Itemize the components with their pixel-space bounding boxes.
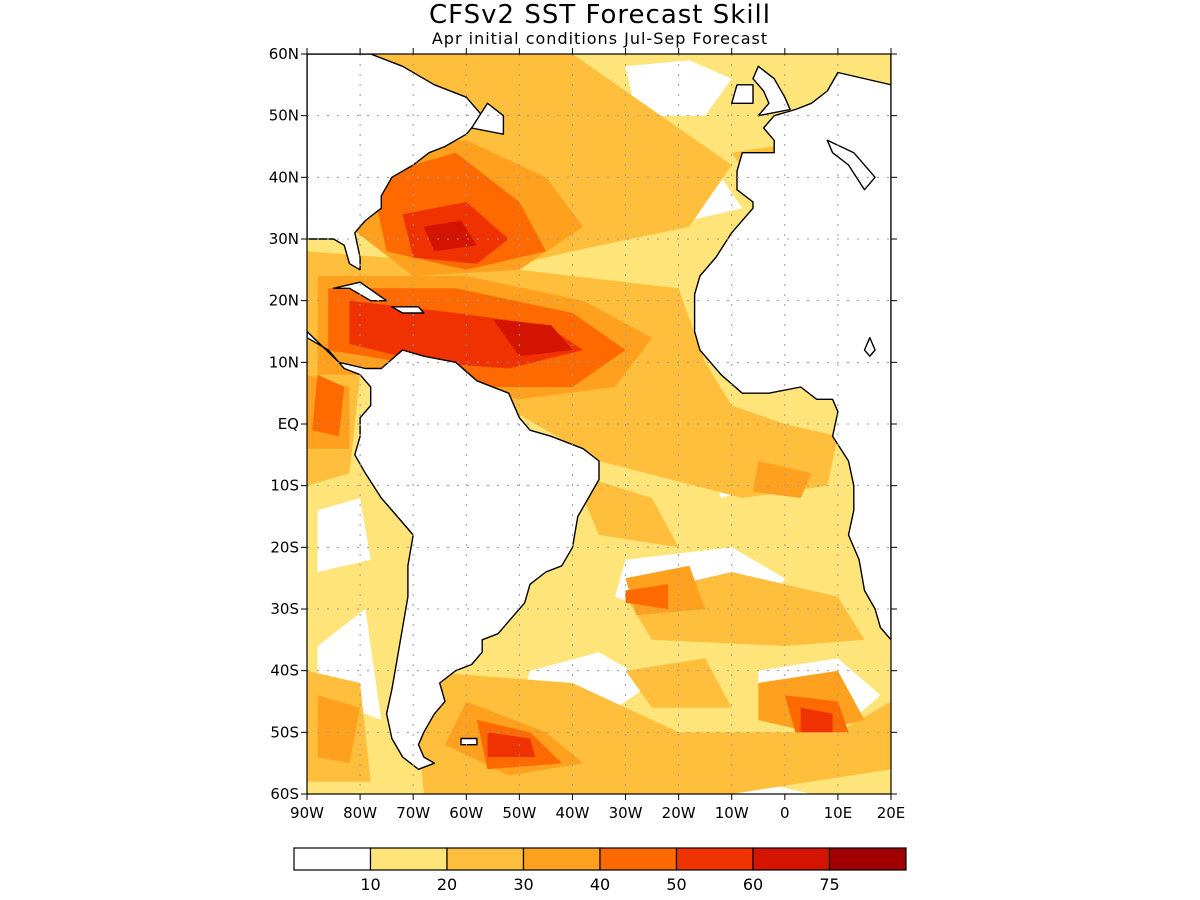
lon-label: 20E: [877, 804, 906, 822]
skill-region-60-75: [492, 319, 573, 357]
colorbar-swatch: [522, 847, 601, 871]
lon-label: 10W: [715, 804, 749, 822]
lon-label: 60W: [449, 804, 483, 822]
lon-label: 20W: [662, 804, 696, 822]
lat-label: 50S: [270, 723, 299, 741]
falkland-islands: [460, 737, 478, 746]
skill-region-20-30: [572, 473, 679, 548]
lon-label: 50W: [502, 804, 536, 822]
low-skill-region: [317, 498, 371, 572]
lon-label: 40W: [555, 804, 589, 822]
skill-region-30-40: [317, 695, 361, 764]
lon-label: 0: [780, 804, 790, 822]
colorbar-swatch: [828, 847, 907, 871]
lat-label: 40S: [270, 662, 299, 680]
longitude-labels: 90W 80W 70W 60W 50W 40W 30W 20W 10W 0 10E 20E: [290, 48, 905, 822]
latitude-labels: 60N 50N 40N 30N 20N 10N EQ 10S 20S 30S 40S 50S 60S: [269, 45, 897, 803]
land-masses: [307, 54, 891, 770]
hispaniola: [391, 306, 425, 314]
skill-region-50-60: [487, 732, 536, 757]
lon-label: 90W: [290, 804, 324, 822]
lon-label: 80W: [343, 804, 377, 822]
colorbar-swatch: [369, 847, 448, 871]
ireland: [731, 84, 754, 105]
lat-label: 50N: [269, 107, 299, 125]
colorbar-label: 40: [590, 875, 610, 894]
lake-chad: [863, 337, 876, 357]
chart-subtitle: Apr initial conditions Jul-Sep Forecast: [431, 29, 769, 48]
colorbar-label: 50: [666, 875, 686, 894]
lon-label: 10E: [824, 804, 853, 822]
colorbar-swatch: [752, 847, 831, 871]
colorbar-label: 60: [743, 875, 763, 894]
newfoundland: [470, 102, 505, 135]
lat-label: 30N: [269, 230, 299, 248]
lat-label: 20N: [269, 292, 299, 310]
great-britain: [752, 65, 791, 117]
colorbar-label: 20: [437, 875, 457, 894]
lat-label: 60S: [270, 785, 299, 803]
skill-region-50-60: [800, 707, 833, 733]
lat-label: 10S: [270, 477, 299, 495]
colorbar-label: 75: [819, 875, 839, 894]
colorbar-swatch: [293, 847, 372, 871]
skill-region-40-50: [312, 374, 345, 437]
low-skill-region: [625, 60, 732, 116]
skill-region-20-30: [625, 658, 732, 708]
lon-label: 30W: [609, 804, 643, 822]
south-america: [307, 330, 600, 770]
colorbar-swatch: [446, 847, 525, 871]
north-america: [307, 54, 483, 271]
colorbar: 10 20 30 40 50 60 75: [293, 847, 907, 894]
colorbar-swatch: [599, 847, 678, 871]
africa-europe: [693, 54, 891, 641]
lat-label: 20S: [270, 538, 299, 556]
lat-label: 30S: [270, 600, 299, 618]
colorbar-label: 10: [360, 875, 380, 894]
italy: [826, 139, 876, 191]
grid-lines: [307, 54, 891, 794]
skill-region-60-75: [423, 220, 477, 252]
lat-label: 60N: [269, 45, 299, 63]
lon-label: 70W: [396, 804, 430, 822]
lat-label: EQ: [278, 415, 299, 433]
colorbar-swatch: [675, 847, 754, 871]
chart-title: CFSv2 SST Forecast Skill: [428, 0, 772, 30]
skill-region-40-50: [625, 584, 668, 609]
colorbar-label: 30: [513, 875, 533, 894]
lat-label: 10N: [269, 353, 299, 371]
skill-region-30-40: [753, 461, 812, 498]
lat-label: 40N: [269, 168, 299, 186]
